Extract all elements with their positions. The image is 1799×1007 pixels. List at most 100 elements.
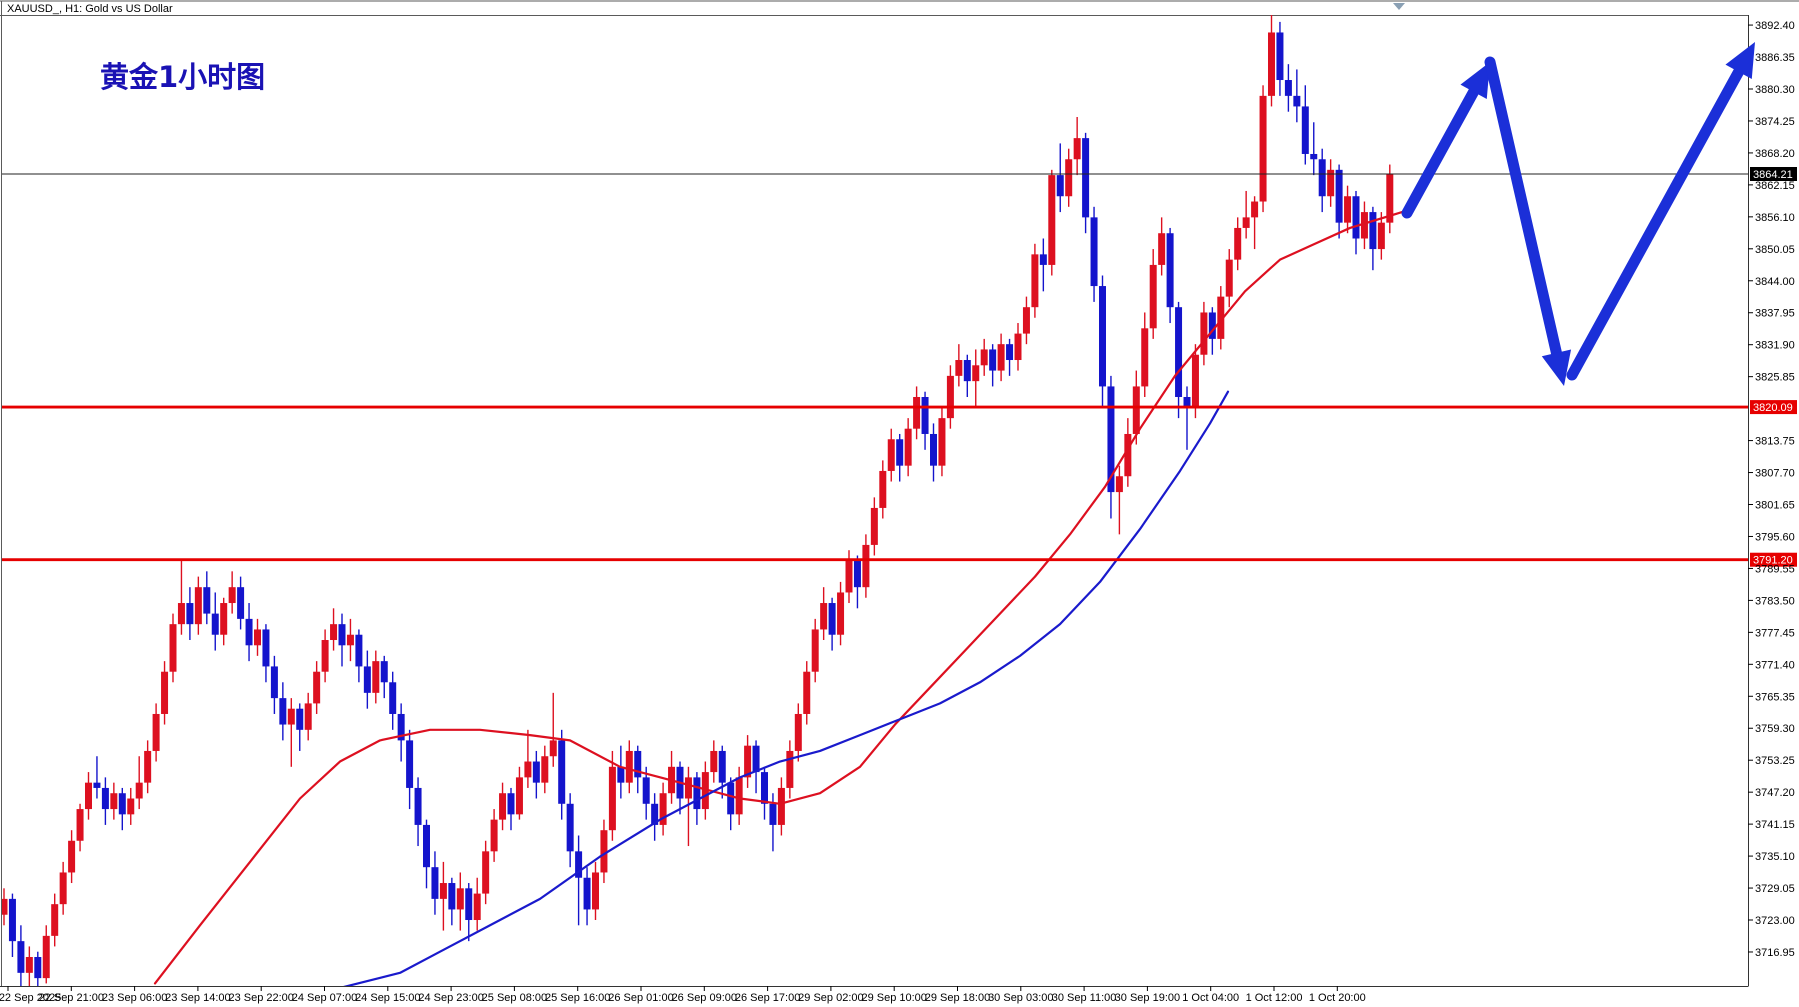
candle-bear[interactable] <box>1166 233 1174 308</box>
candle-bull[interactable] <box>870 507 878 545</box>
candle-bear[interactable] <box>1301 106 1309 154</box>
candle-bull[interactable] <box>1073 138 1081 160</box>
candle-bear[interactable] <box>1183 396 1191 408</box>
candlesticks[interactable] <box>1 11 1394 994</box>
candle-bull[interactable] <box>1268 32 1275 96</box>
candle-bull[interactable] <box>194 587 202 625</box>
candle-bull[interactable] <box>803 671 811 714</box>
candle-bull[interactable] <box>228 587 236 604</box>
candle-bear[interactable] <box>397 713 405 741</box>
candle-bull[interactable] <box>837 592 845 635</box>
candle-bull[interactable] <box>85 782 92 810</box>
candle-bull[interactable] <box>1149 264 1157 329</box>
candle-bull[interactable] <box>938 418 946 466</box>
candle-bear[interactable] <box>93 782 101 788</box>
forecast-up-leg-2[interactable] <box>1566 58 1749 381</box>
candle-bull[interactable] <box>1259 95 1267 202</box>
candle-bull[interactable] <box>482 851 490 894</box>
candle-bull[interactable] <box>887 439 895 471</box>
candle-bull[interactable] <box>777 787 785 825</box>
forecast-down-leg[interactable] <box>1484 56 1564 367</box>
candle-bear[interactable] <box>237 587 245 619</box>
candle-bull[interactable] <box>862 544 870 588</box>
candle-bull[interactable] <box>220 603 228 635</box>
candle-bull[interactable] <box>735 777 743 815</box>
candle-bear[interactable] <box>262 629 270 667</box>
candle-bear[interactable] <box>8 898 16 942</box>
candle-bull[interactable] <box>177 603 185 625</box>
candle-bull[interactable] <box>879 470 887 508</box>
candle-bear[interactable] <box>1039 254 1047 265</box>
candle-bull[interactable] <box>254 629 261 646</box>
candle-bear[interactable] <box>363 666 371 693</box>
candle-bull[interactable] <box>490 819 498 852</box>
candle-bull[interactable] <box>1065 159 1073 197</box>
candle-bull[interactable] <box>1 898 8 915</box>
candle-bull[interactable] <box>904 428 912 466</box>
candle-bull[interactable] <box>1360 212 1368 239</box>
candle-bear[interactable] <box>1276 32 1284 81</box>
candle-bull[interactable] <box>786 750 794 788</box>
candle-bear[interactable] <box>532 761 540 783</box>
candle-bear[interactable] <box>338 624 346 646</box>
candle-bear[interactable] <box>448 883 456 910</box>
candle-bull[interactable] <box>42 935 50 979</box>
candle-bear[interactable] <box>389 682 397 714</box>
candle-bull[interactable] <box>456 888 464 910</box>
candle-bear[interactable] <box>380 661 388 683</box>
candle-bull[interactable] <box>592 872 599 910</box>
candle-bear[interactable] <box>118 793 126 815</box>
candle-bull[interactable] <box>135 782 143 799</box>
candle-bear[interactable] <box>423 824 430 868</box>
candle-bull[interactable] <box>1191 354 1199 408</box>
candle-bear[interactable] <box>566 803 574 852</box>
candle-bull[interactable] <box>997 344 1005 371</box>
candle-bear[interactable] <box>1175 307 1183 397</box>
candle-bull[interactable] <box>1251 201 1259 218</box>
candle-bull[interactable] <box>794 713 802 751</box>
candle-bull[interactable] <box>1158 233 1166 265</box>
candle-bull[interactable] <box>1242 217 1250 228</box>
candle-bear[interactable] <box>1208 312 1216 339</box>
candle-bull[interactable] <box>1115 476 1123 493</box>
candle-bull[interactable] <box>68 840 76 873</box>
candle-bear[interactable] <box>617 766 625 783</box>
candle-bear[interactable] <box>431 867 439 899</box>
candle-bear[interactable] <box>507 793 515 815</box>
candle-bull[interactable] <box>76 809 84 841</box>
candle-bull[interactable] <box>684 777 692 799</box>
candle-bear[interactable] <box>727 782 735 815</box>
candle-bull[interactable] <box>59 872 67 905</box>
candle-bear[interactable] <box>583 877 591 910</box>
candle-bear[interactable] <box>211 613 219 635</box>
candle-bear[interactable] <box>1099 286 1106 387</box>
price-axis[interactable]: 3892.40 3886.35 3880.30 3874.25 3868.20 3862.… <box>1748 20 1795 959</box>
candle-bull[interactable] <box>1014 333 1022 361</box>
candle-bull[interactable] <box>1132 386 1140 434</box>
candle-bull[interactable] <box>1327 169 1335 197</box>
candle-bull[interactable] <box>1386 174 1394 223</box>
candle-bull[interactable] <box>955 360 963 376</box>
candle-bull[interactable] <box>913 396 921 429</box>
candle-bull[interactable] <box>608 766 616 831</box>
candle-bear[interactable] <box>769 803 777 825</box>
candle-bull[interactable] <box>1200 312 1208 355</box>
candle-bear[interactable] <box>1090 217 1098 287</box>
candle-bull[interactable] <box>1141 328 1149 387</box>
candle-bear[interactable] <box>651 803 659 825</box>
candle-bear[interactable] <box>414 787 422 825</box>
candle-bull[interactable] <box>1022 307 1030 334</box>
candle-bull[interactable] <box>161 671 169 714</box>
candle-bear[interactable] <box>1352 196 1360 239</box>
candle-bear[interactable] <box>896 439 904 466</box>
candle-bull[interactable] <box>1124 433 1132 477</box>
candle-bull[interactable] <box>1344 196 1352 223</box>
candle-bull[interactable] <box>972 365 980 382</box>
candle-bear[interactable] <box>279 698 287 725</box>
candle-bear[interactable] <box>465 888 473 921</box>
candle-bear[interactable] <box>203 587 211 614</box>
candle-bear[interactable] <box>930 433 937 466</box>
candle-bull[interactable] <box>1217 296 1225 339</box>
candle-bull[interactable] <box>845 560 853 593</box>
